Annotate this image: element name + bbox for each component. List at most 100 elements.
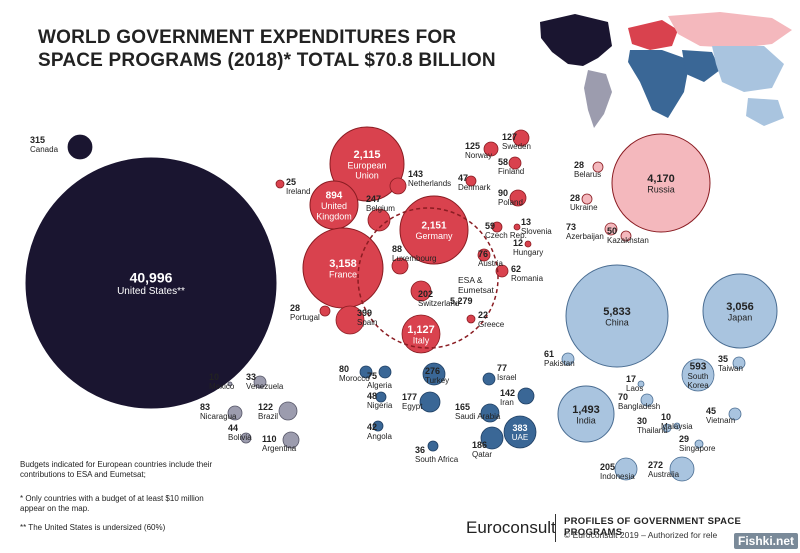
label-belgium: Belgium [366, 204, 395, 213]
value-venezuela: 33 [246, 372, 256, 382]
bubble-european-union [329, 126, 405, 202]
bubble-netherlands [389, 177, 407, 195]
note-us-undersized: ** The United States is undersized (60%) [20, 523, 166, 532]
label-russia: Russia [647, 184, 675, 194]
label-thailand: Thailand [637, 426, 668, 435]
label-netherlands: Netherlands [408, 179, 451, 188]
value-denmark: 47 [458, 173, 468, 183]
label-france: France [329, 269, 357, 279]
label-india: India [576, 415, 596, 425]
label-romania: Romania [511, 274, 544, 283]
profiles-heading: PROFILES OF GOVERNMENT SPACE PROGRAMS [564, 516, 742, 538]
value-morocco: 80 [339, 364, 349, 374]
label-vietnam: Vietnam [706, 416, 736, 425]
value-malaysia: 10 [661, 412, 671, 422]
bubble-kazakhstan [620, 230, 632, 242]
value-pakistan: 61 [544, 349, 554, 359]
label-sweden: Sweden [502, 142, 531, 151]
bubble-austria [477, 248, 491, 262]
bubble-japan [702, 273, 778, 349]
bubble-norway [483, 141, 499, 157]
bubble-australia [669, 456, 695, 482]
label-japan: Japan [728, 312, 753, 322]
value-greece: 22 [478, 310, 488, 320]
value-hungary: 12 [513, 238, 523, 248]
label-belarus: Belarus [574, 170, 601, 179]
bubble-greece [466, 314, 476, 324]
value-germany: 2,151 [421, 221, 446, 232]
chart-title: WORLD GOVERNMENT EXPENDITURES FOR SPACE … [38, 26, 496, 72]
value-nicaragua: 83 [200, 402, 210, 412]
bubble-china [565, 264, 669, 368]
bubble-algeria [378, 365, 392, 379]
bubble-bolivia [240, 432, 252, 444]
value-poland: 90 [498, 188, 508, 198]
bubble-angola [372, 420, 384, 432]
label-venezuela: Venezuela [246, 382, 284, 391]
value-vietnam: 45 [706, 406, 716, 416]
value-finland: 58 [498, 157, 508, 167]
label-taiwan: Taiwan [718, 364, 743, 373]
value-saudi-arabia: 165 [455, 402, 470, 412]
value-luxembourg: 88 [392, 244, 402, 254]
label-brazil: Brazil [258, 412, 278, 421]
bubble-south-korea [681, 358, 715, 392]
bubble-israel [482, 372, 496, 386]
bubble-finland [508, 156, 522, 170]
label-morocco: Morocco [339, 374, 370, 383]
label-qatar: Qatar [472, 450, 492, 459]
value-uae: 383 [512, 423, 527, 433]
label-spain: Spain [357, 318, 377, 327]
label-singapore: Singapore [679, 444, 716, 453]
value-taiwan: 35 [718, 354, 728, 364]
bubble-nigeria [375, 391, 387, 403]
value-egypt: 177 [402, 392, 417, 402]
value-japan: 3,056 [726, 301, 754, 313]
bubble-indonesia [614, 457, 638, 481]
bubble-italy [401, 314, 441, 354]
bubble-thailand [662, 423, 672, 433]
bubble-argentina [282, 431, 300, 449]
label-finland: Finland [498, 167, 524, 176]
brand-logo: Euroconsult [466, 518, 556, 537]
bubble-poland [509, 189, 527, 207]
label-turkey: Turkey [425, 376, 449, 385]
label-italy: Italy [413, 335, 430, 345]
bubble-uae [503, 415, 537, 449]
bubble-russia [611, 133, 711, 233]
value-kazakhstan: 50 [607, 226, 617, 236]
bubble-pakistan [561, 352, 575, 366]
label-united-states: United States** [117, 286, 185, 297]
label-uae: UAE [512, 433, 528, 442]
bubble-qatar [480, 426, 504, 450]
label-slovenia: Slovenia [521, 227, 552, 236]
copyright-text: © Euroconsult 2019 – Authorized for rele [564, 530, 718, 540]
label-ukraine: Ukraine [570, 203, 598, 212]
esa-eumetsat-dashed-ring [357, 207, 499, 349]
bubble-sweden [512, 129, 530, 147]
value-india: 1,493 [572, 404, 600, 416]
bubble-hungary [524, 240, 532, 248]
bubble-azerbaijan [604, 222, 618, 236]
label-nigeria: Nigeria [367, 401, 393, 410]
bubble-malaysia [673, 422, 681, 430]
bubble-germany [399, 195, 469, 265]
label-iran: Iran [500, 398, 514, 407]
bubble-south-africa [427, 440, 439, 452]
value-ukraine: 28 [570, 193, 580, 203]
bubble-ireland [275, 179, 285, 189]
bubble-slovenia [513, 223, 521, 231]
label-denmark: Denmark [458, 183, 491, 192]
value-united-states: 40,996 [130, 269, 173, 285]
title-line-1: WORLD GOVERNMENT EXPENDITURES FOR [38, 27, 457, 48]
value-esa-eumetsat: 5,279 [450, 296, 473, 306]
value-south-korea: 593 [690, 362, 707, 373]
bubble-luxembourg [391, 257, 409, 275]
label-esa-eumetsat: ESA & [458, 275, 483, 285]
value-canada: 315 [30, 135, 45, 145]
value-mexico: 10 [209, 372, 219, 382]
brand-divider [555, 514, 556, 542]
label-saudi-arabia: Saudi Arabia [455, 412, 501, 421]
value-algeria: 75 [367, 371, 377, 381]
